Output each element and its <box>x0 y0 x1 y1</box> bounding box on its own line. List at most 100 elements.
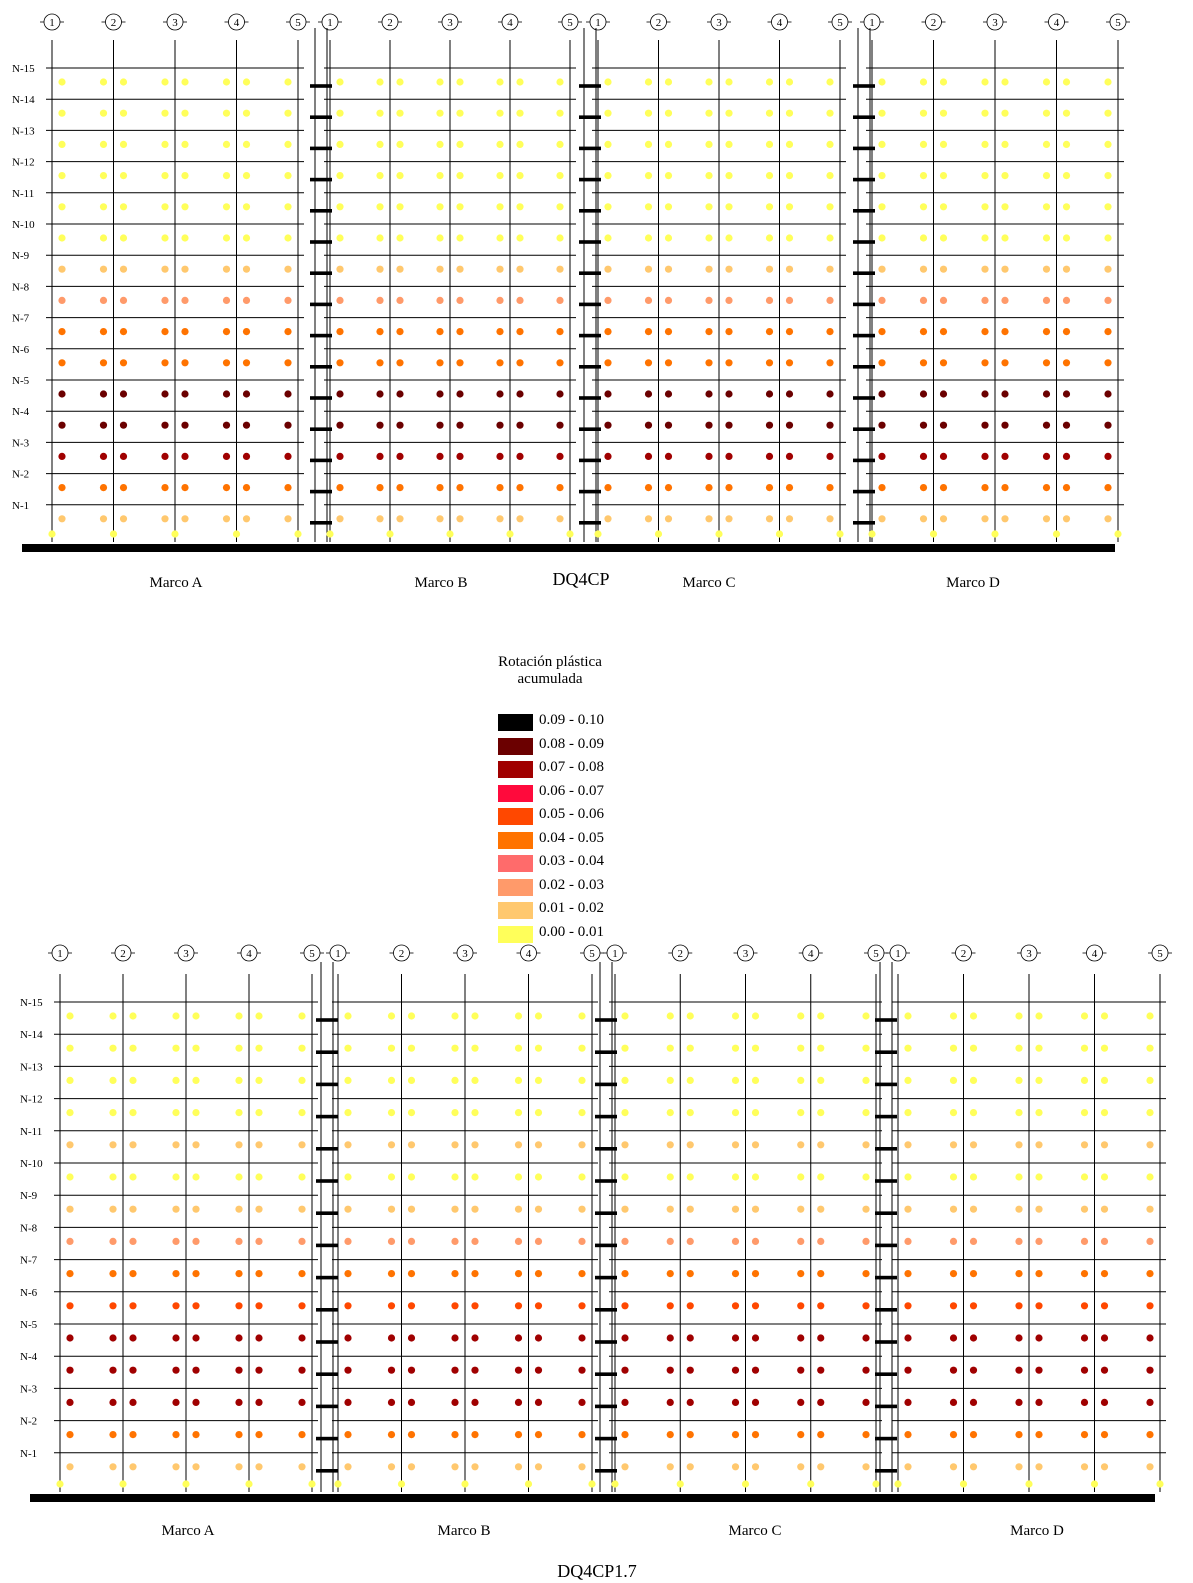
plastic-hinge <box>242 359 251 367</box>
plastic-hinge <box>1104 296 1112 304</box>
plastic-hinge <box>456 203 464 211</box>
plastic-hinge <box>1080 1302 1089 1310</box>
plastic-hinge <box>255 1237 263 1245</box>
plastic-hinge <box>1100 1205 1109 1213</box>
plastic-hinge <box>705 296 713 304</box>
plastic-hinge <box>181 78 189 86</box>
plastic-hinge <box>797 1270 805 1278</box>
plastic-hinge <box>556 328 564 336</box>
axis-label: 5 <box>589 948 595 960</box>
plastic-hinge <box>919 515 928 523</box>
plastic-hinge <box>1042 390 1051 398</box>
level-label: N-9 <box>20 1190 38 1202</box>
plastic-hinge <box>235 1076 243 1084</box>
plastic-hinge <box>222 203 231 211</box>
plastic-hinge <box>99 265 108 273</box>
plastic-hinge <box>334 1480 342 1488</box>
plastic-hinge <box>387 1076 396 1084</box>
core-hinge <box>875 1340 897 1344</box>
level-label: N-1 <box>20 1448 37 1460</box>
plastic-hinge <box>284 484 292 492</box>
core-hinge <box>579 333 601 338</box>
plastic-hinge <box>731 1366 740 1374</box>
axis-label: 2 <box>111 17 117 29</box>
axis-label: 1 <box>49 17 55 29</box>
plastic-hinge <box>496 172 504 180</box>
plastic-hinge <box>376 515 384 523</box>
plastic-hinge <box>407 1237 416 1245</box>
plastic-hinge <box>1042 421 1051 429</box>
plastic-hinge <box>456 296 464 304</box>
plastic-hinge <box>534 1109 543 1117</box>
plastic-hinge <box>705 328 713 336</box>
plastic-hinge <box>1156 1480 1164 1488</box>
plastic-hinge <box>336 234 344 242</box>
plastic-hinge <box>344 1012 352 1020</box>
core-hinge <box>595 1404 617 1409</box>
plastic-hinge <box>981 515 989 523</box>
plastic-hinge <box>222 78 231 86</box>
plastic-hinge <box>242 421 251 429</box>
plastic-hinge <box>284 390 292 398</box>
plastic-hinge <box>578 1431 586 1439</box>
plastic-hinge <box>514 1173 523 1181</box>
legend-label: 0.00 - 0.01 <box>539 923 604 940</box>
core-hinge <box>310 521 332 525</box>
plastic-hinge <box>387 1334 396 1342</box>
plastic-hinge <box>765 515 774 523</box>
plastic-hinge <box>66 1044 74 1052</box>
plastic-hinge <box>715 530 723 538</box>
plastic-hinge <box>725 484 733 492</box>
plastic-hinge <box>436 234 444 242</box>
core-hinge <box>310 115 332 119</box>
plastic-hinge <box>817 1109 825 1117</box>
plastic-hinge <box>129 1205 137 1213</box>
plastic-hinge <box>192 1398 200 1406</box>
plastic-hinge <box>862 1205 870 1213</box>
plastic-hinge <box>161 172 169 180</box>
plastic-hinge <box>242 296 251 304</box>
plastic-hinge <box>235 1431 243 1439</box>
plastic-hinge <box>516 359 524 367</box>
plastic-hinge <box>242 515 251 523</box>
core-hinge <box>875 1275 897 1280</box>
frame-marco-a: 1 2 3 4 5 Marco A <box>40 13 332 591</box>
plastic-hinge <box>1080 1398 1089 1406</box>
plastic-hinge <box>1100 1398 1109 1406</box>
core-hinge <box>853 333 875 338</box>
plastic-hinge <box>981 359 989 367</box>
plastic-hinge <box>451 1334 459 1342</box>
frame-marco-d: 1 2 3 4 5 Marco D <box>860 13 1130 591</box>
plastic-hinge <box>1100 1109 1109 1117</box>
plastic-hinge <box>66 1012 74 1020</box>
core-hinge <box>853 240 875 244</box>
axis-label: 5 <box>1115 17 1121 29</box>
plastic-hinge <box>725 140 733 148</box>
plastic-hinge <box>298 1302 306 1310</box>
plastic-hinge <box>284 515 292 523</box>
plastic-hinge <box>666 1270 674 1278</box>
plastic-hinge <box>336 172 344 180</box>
axis-label: 5 <box>1157 948 1163 960</box>
plastic-hinge <box>556 140 564 148</box>
plastic-hinge <box>817 1334 825 1342</box>
plastic-hinge <box>407 1173 416 1181</box>
axis-label: 3 <box>716 17 722 29</box>
plastic-hinge <box>1035 1205 1043 1213</box>
plastic-hinge <box>666 1334 674 1342</box>
plastic-hinge <box>255 1173 263 1181</box>
plastic-hinge <box>785 390 794 398</box>
plastic-hinge <box>181 484 189 492</box>
plastic-hinge <box>1146 1109 1154 1117</box>
plastic-hinge <box>949 1076 958 1084</box>
plastic-hinge <box>604 140 612 148</box>
plastic-hinge <box>192 1302 200 1310</box>
plastic-hinge <box>172 1044 180 1052</box>
plastic-hinge <box>797 1012 805 1020</box>
plastic-hinge <box>894 1480 902 1488</box>
plastic-hinge <box>235 1366 243 1374</box>
plastic-hinge <box>471 1109 479 1117</box>
plastic-hinge <box>376 203 384 211</box>
plastic-hinge <box>566 530 574 538</box>
core-hinge <box>579 115 601 119</box>
